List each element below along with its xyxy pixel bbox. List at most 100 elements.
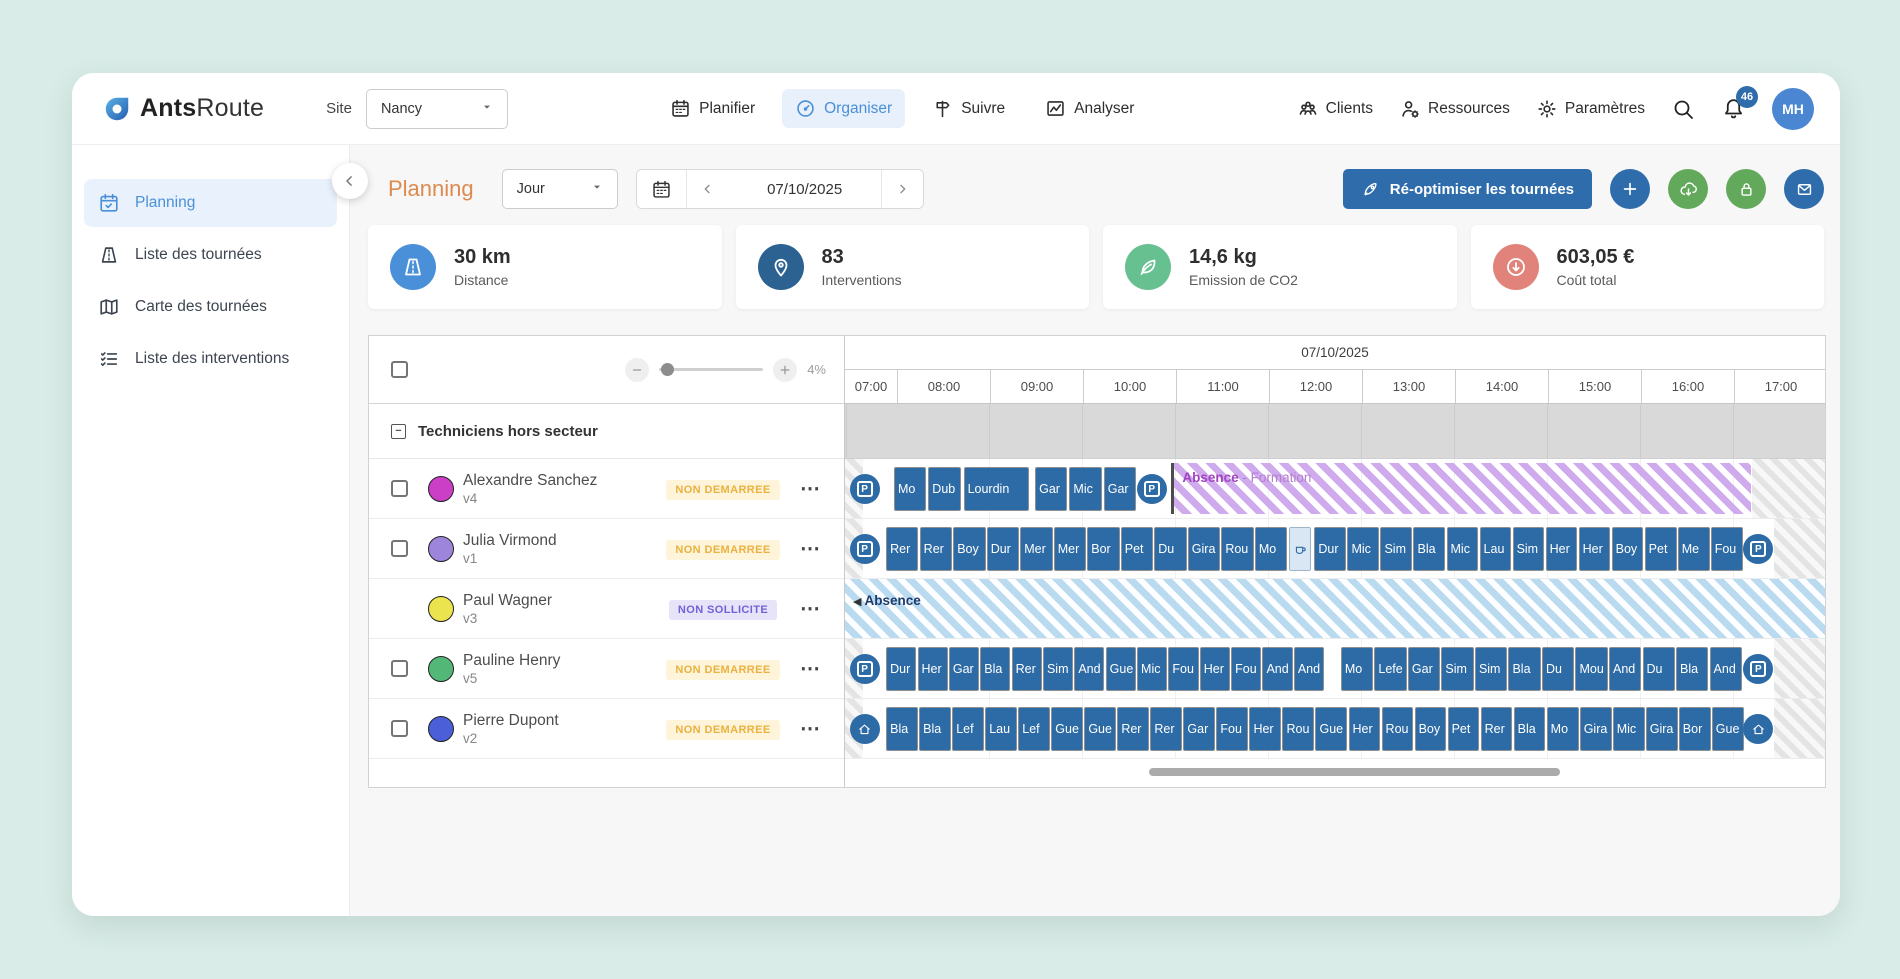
row-menu-button[interactable]: ⋯ xyxy=(788,656,834,681)
intervention-block[interactable]: Her xyxy=(1249,707,1281,751)
nav-tab-analyser[interactable]: Analyser xyxy=(1032,89,1147,128)
nav-link-paramètres[interactable]: Paramètres xyxy=(1536,98,1645,120)
intervention-block[interactable]: Bla xyxy=(1514,707,1546,751)
absence-block[interactable]: ◀Absence xyxy=(845,579,1825,638)
intervention-block[interactable]: And xyxy=(1710,647,1742,691)
nav-link-clients[interactable]: Clients xyxy=(1297,98,1373,120)
intervention-block[interactable]: Me xyxy=(1678,527,1710,571)
intervention-block[interactable]: Bla xyxy=(886,707,918,751)
intervention-block[interactable]: Rer xyxy=(1012,647,1042,691)
intervention-block[interactable]: Mo xyxy=(1255,527,1287,571)
intervention-block[interactable]: Rer xyxy=(1150,707,1182,751)
intervention-block[interactable]: Mic xyxy=(1613,707,1645,751)
parking-depot-icon[interactable]: P xyxy=(1137,474,1167,504)
intervention-block[interactable]: Boy xyxy=(953,527,985,571)
intervention-block[interactable]: Fou xyxy=(1168,647,1198,691)
intervention-block[interactable]: Gue xyxy=(1712,707,1744,751)
intervention-block[interactable]: Dur xyxy=(886,647,916,691)
select-all-checkbox[interactable] xyxy=(391,361,408,378)
notifications-button[interactable]: 46 xyxy=(1721,96,1746,121)
parking-depot-icon[interactable]: P xyxy=(850,654,880,684)
intervention-block[interactable]: Gar xyxy=(1408,647,1440,691)
intervention-block[interactable]: Lef xyxy=(1018,707,1050,751)
parking-depot-icon[interactable]: P xyxy=(850,534,880,564)
intervention-block[interactable]: Bla xyxy=(1508,647,1540,691)
intervention-block[interactable]: Gar xyxy=(1035,467,1067,511)
add-button[interactable] xyxy=(1610,169,1650,209)
intervention-block[interactable]: Lourdin xyxy=(964,467,1030,511)
intervention-block[interactable]: And xyxy=(1609,647,1641,691)
technician-checkbox[interactable] xyxy=(391,660,408,677)
row-menu-button[interactable]: ⋯ xyxy=(788,476,834,501)
technician-checkbox[interactable] xyxy=(391,540,408,557)
technician-checkbox[interactable] xyxy=(391,480,408,497)
home-depot-icon[interactable] xyxy=(1743,714,1773,744)
horizontal-scrollbar[interactable] xyxy=(1149,768,1561,776)
intervention-block[interactable]: Her xyxy=(1579,527,1611,571)
nav-link-ressources[interactable]: Ressources xyxy=(1399,98,1510,120)
intervention-block[interactable]: Gue xyxy=(1106,647,1136,691)
intervention-block[interactable]: Boy xyxy=(1415,707,1447,751)
intervention-block[interactable]: Sim xyxy=(1441,647,1473,691)
intervention-block[interactable]: Bla xyxy=(1413,527,1445,571)
intervention-block[interactable]: Her xyxy=(1349,707,1381,751)
intervention-block[interactable]: Du xyxy=(1154,527,1186,571)
zoom-out-button[interactable] xyxy=(625,358,649,382)
intervention-block[interactable]: Gar xyxy=(949,647,979,691)
intervention-block[interactable]: Fou xyxy=(1711,527,1743,571)
intervention-block[interactable]: Gar xyxy=(1104,467,1136,511)
sidebar-item-liste-des-tourn-es[interactable]: Liste des tournées xyxy=(84,231,337,279)
prev-day-button[interactable] xyxy=(687,170,729,208)
intervention-block[interactable]: Mer xyxy=(1054,527,1086,571)
intervention-block[interactable]: Mo xyxy=(1547,707,1579,751)
email-button[interactable] xyxy=(1784,169,1824,209)
intervention-block[interactable]: And xyxy=(1294,647,1324,691)
zoom-in-button[interactable] xyxy=(773,358,797,382)
search-button[interactable] xyxy=(1671,97,1695,121)
intervention-block[interactable]: Mo xyxy=(1341,647,1373,691)
technician-checkbox[interactable] xyxy=(391,720,408,737)
intervention-block[interactable]: Gira xyxy=(1188,527,1220,571)
nav-tab-organiser[interactable]: Organiser xyxy=(782,89,905,128)
intervention-block[interactable]: Pet xyxy=(1121,527,1153,571)
absence-block[interactable]: Absence - Formation xyxy=(1171,463,1751,514)
intervention-block[interactable]: And xyxy=(1074,647,1104,691)
home-depot-icon[interactable] xyxy=(850,714,880,744)
intervention-block[interactable]: Gar xyxy=(1183,707,1215,751)
row-menu-button[interactable]: ⋯ xyxy=(788,596,834,621)
intervention-block[interactable]: Boy xyxy=(1612,527,1644,571)
intervention-block[interactable]: Rou xyxy=(1382,707,1414,751)
intervention-block[interactable]: Mo xyxy=(894,467,926,511)
intervention-block[interactable]: Du xyxy=(1643,647,1675,691)
intervention-block[interactable]: Mic xyxy=(1069,467,1101,511)
collapse-group-icon[interactable]: − xyxy=(391,424,406,439)
site-select[interactable]: Nancy xyxy=(366,89,508,129)
zoom-slider-knob[interactable] xyxy=(661,363,674,376)
sidebar-item-liste-des-interventions[interactable]: Liste des interventions xyxy=(84,335,337,383)
intervention-block[interactable]: Her xyxy=(918,647,948,691)
intervention-block[interactable]: Gira xyxy=(1646,707,1678,751)
intervention-block[interactable]: Fou xyxy=(1231,647,1261,691)
download-button[interactable] xyxy=(1668,169,1708,209)
intervention-block[interactable]: Bla xyxy=(980,647,1010,691)
intervention-block[interactable]: Dur xyxy=(987,527,1019,571)
intervention-block[interactable]: Dur xyxy=(1314,527,1346,571)
parking-depot-icon[interactable]: P xyxy=(1743,654,1773,684)
parking-depot-icon[interactable]: P xyxy=(1743,534,1773,564)
intervention-block[interactable]: Mer xyxy=(1020,527,1052,571)
intervention-block[interactable]: And xyxy=(1262,647,1292,691)
intervention-block[interactable]: Sim xyxy=(1513,527,1545,571)
intervention-block[interactable]: Mic xyxy=(1447,527,1479,571)
lock-button[interactable] xyxy=(1726,169,1766,209)
intervention-block[interactable]: Sim xyxy=(1380,527,1412,571)
row-menu-button[interactable]: ⋯ xyxy=(788,716,834,741)
intervention-block[interactable]: Mic xyxy=(1137,647,1167,691)
sidebar-item-carte-des-tourn-es[interactable]: Carte des tournées xyxy=(84,283,337,331)
sidebar-item-planning[interactable]: Planning xyxy=(84,179,337,227)
user-avatar[interactable]: MH xyxy=(1772,88,1814,130)
intervention-block[interactable]: Rer xyxy=(1117,707,1149,751)
intervention-block[interactable]: Bor xyxy=(1087,527,1119,571)
intervention-block[interactable]: Mou xyxy=(1575,647,1607,691)
current-date[interactable]: 07/10/2025 xyxy=(729,170,881,208)
intervention-block[interactable]: Bla xyxy=(919,707,951,751)
